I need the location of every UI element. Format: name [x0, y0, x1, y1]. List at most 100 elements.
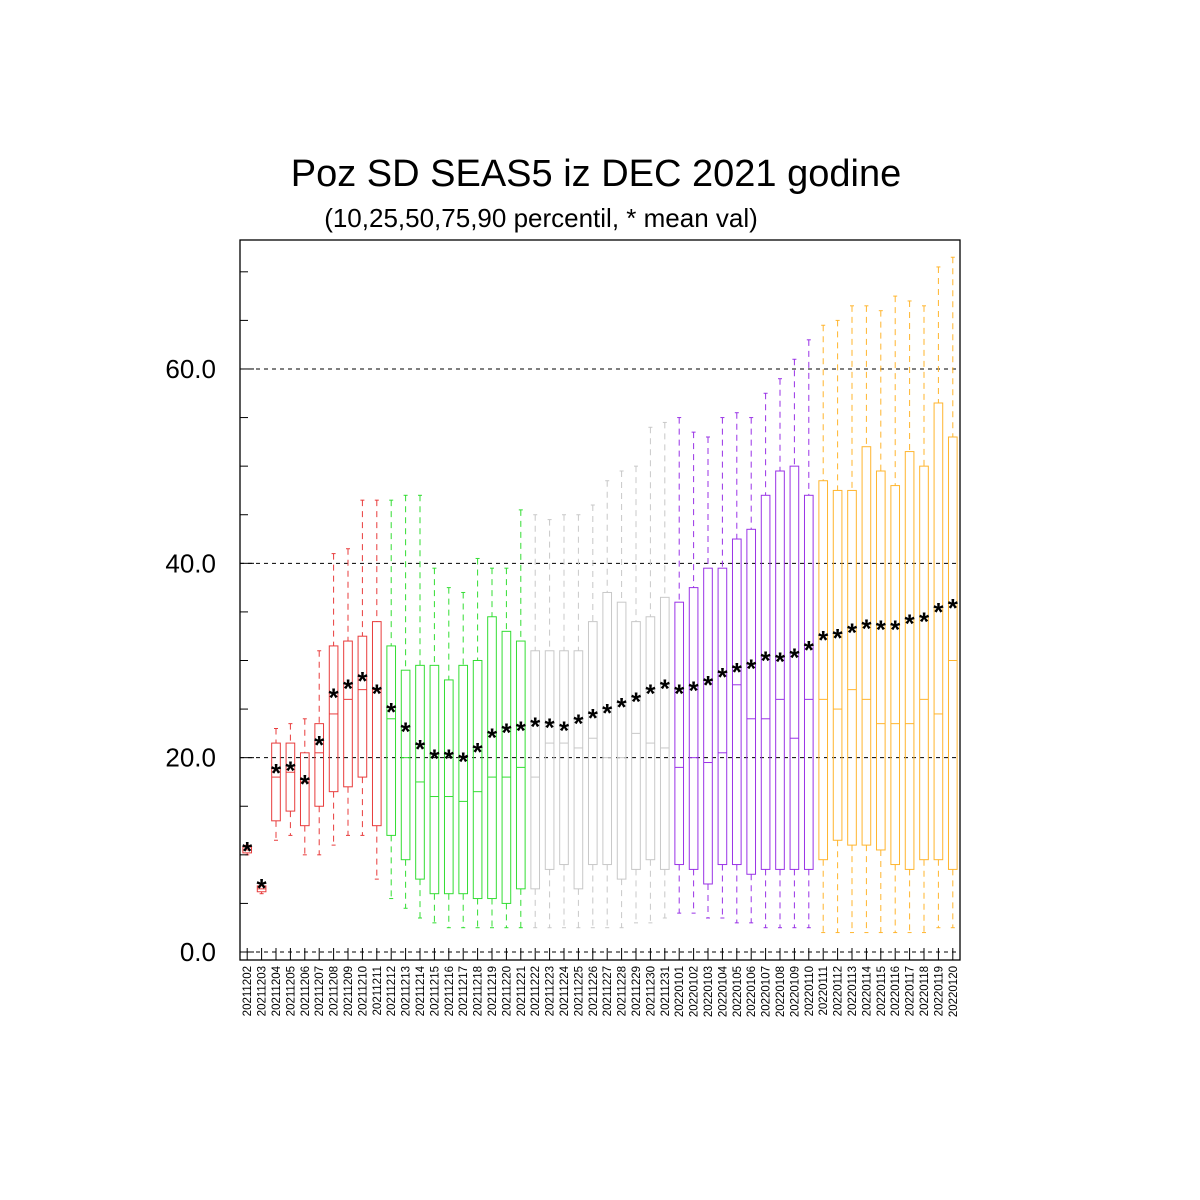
x-tick-label: 20220105: [732, 966, 744, 1017]
box-20211207: [314, 650, 325, 856]
mean-marker: *: [674, 679, 685, 709]
box-iqr: [501, 630, 512, 904]
x-tick-label: 20220107: [761, 966, 773, 1017]
x-tick-label: 20220106: [746, 966, 758, 1017]
box-iqr: [602, 591, 613, 866]
x-tick-label: 20211207: [314, 966, 326, 1016]
x-tick-label: 20220113: [847, 966, 859, 1016]
x-tick-label: 20211226: [588, 966, 600, 1016]
x-tick-label: 20220104: [717, 965, 729, 1017]
box-series: [242, 256, 958, 934]
box-20211204: [271, 728, 281, 841]
mean-marker: *: [876, 614, 887, 644]
mean-marker: *: [415, 734, 426, 764]
mean-marker: *: [761, 646, 772, 676]
box-20220102: [688, 431, 699, 914]
x-tick-label: 20220120: [948, 966, 960, 1017]
box-20211210: [357, 499, 368, 836]
box-20220109: [789, 358, 800, 929]
box-iqr: [703, 567, 713, 885]
box-20211202: [242, 844, 253, 856]
mean-marker: *: [300, 769, 311, 799]
box-20211206: [299, 718, 310, 856]
chart-title: Poz SD SEAS5 iz DEC 2021 godine: [291, 153, 901, 195]
box-iqr: [659, 596, 670, 870]
x-tick-label: 20211224: [559, 965, 571, 1016]
box-iqr: [328, 645, 339, 793]
x-tick-label: 20220103: [703, 966, 715, 1017]
x-tick-label: 20220102: [689, 966, 701, 1017]
box-iqr: [415, 664, 425, 880]
x-tick-label: 20211217: [458, 966, 470, 1016]
x-tick-label: 20211218: [473, 966, 485, 1016]
box-20211231: [659, 421, 670, 919]
box-iqr: [371, 621, 382, 827]
mean-marker: *: [372, 679, 383, 709]
box-iqr: [285, 742, 296, 812]
mean-marker: *: [919, 607, 930, 637]
box-20211216: [443, 587, 454, 929]
box-20211203: [256, 883, 267, 895]
box-iqr: [616, 601, 627, 880]
mean-marker: *: [329, 682, 340, 712]
mean-marker: *: [905, 609, 916, 639]
x-tick-label: 20211214: [415, 965, 427, 1016]
box-iqr: [429, 664, 440, 895]
box-20220104: [717, 417, 728, 919]
x-tick-label: 20211225: [573, 966, 585, 1016]
box-20220101: [674, 417, 685, 914]
x-tick-label: 20211220: [501, 966, 513, 1016]
x-tick-label: 20211222: [530, 966, 542, 1016]
box-iqr: [645, 616, 656, 861]
box-20211230: [645, 426, 656, 924]
box-iqr: [587, 621, 598, 866]
box-20220119: [933, 266, 944, 929]
x-tick-label: 20211203: [257, 966, 269, 1016]
mean-marker: *: [804, 635, 815, 665]
x-tick-label: 20211231: [660, 966, 672, 1016]
box-iqr: [775, 470, 785, 870]
mean-marker: *: [890, 614, 901, 644]
box-20220114: [861, 305, 872, 934]
box-iqr: [688, 587, 699, 870]
box-20220120: [947, 256, 958, 929]
mean-marker: *: [645, 679, 656, 709]
mean-marker: *: [588, 703, 599, 733]
mean-marker: *: [429, 744, 440, 774]
box-20220110: [803, 339, 814, 929]
box-iqr: [904, 451, 915, 870]
box-iqr: [386, 645, 397, 836]
box-iqr: [760, 494, 771, 870]
box-iqr: [861, 446, 872, 846]
box-iqr: [746, 528, 757, 875]
box-20220117: [904, 300, 915, 934]
mean-marker: *: [516, 715, 527, 745]
box-20211227: [602, 480, 613, 929]
box-20220116: [890, 295, 901, 934]
x-tick-label: 20211204: [271, 965, 283, 1016]
box-20211219: [487, 567, 497, 929]
box-iqr: [443, 679, 454, 895]
box-iqr: [875, 470, 886, 851]
mean-marker: *: [717, 662, 728, 692]
plot-frame: [239, 239, 961, 961]
box-20220115: [875, 310, 886, 934]
x-tick-label: 20211213: [401, 966, 413, 1016]
grid-lines: [240, 368, 960, 953]
box-iqr: [271, 742, 281, 822]
box-20220105: [731, 412, 742, 924]
x-tick-label: 20220119: [933, 966, 945, 1016]
x-tick-label: 20220112: [833, 966, 845, 1016]
box-iqr: [314, 723, 325, 807]
box-iqr: [343, 640, 353, 788]
box-iqr: [832, 489, 843, 841]
box-20220108: [775, 378, 785, 929]
mean-marker: *: [559, 715, 570, 745]
box-20211221: [515, 509, 526, 929]
chart-subtitle: (10,25,50,75,90 percentil, * mean val): [324, 203, 758, 233]
box-20211225: [573, 514, 584, 929]
x-tick-label: 20211227: [602, 966, 614, 1016]
box-iqr: [717, 567, 728, 866]
